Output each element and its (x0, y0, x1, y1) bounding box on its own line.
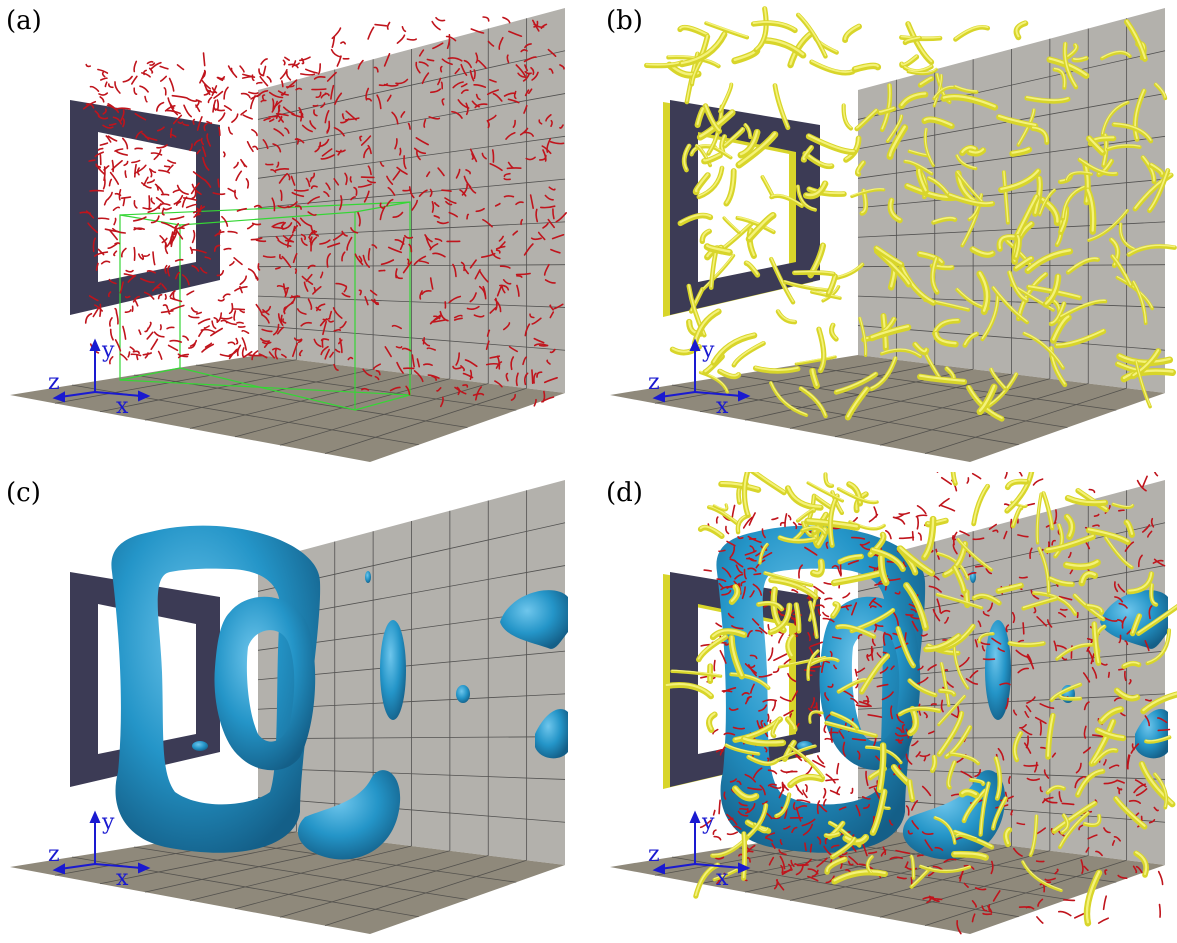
x-axis-line (94, 391, 143, 397)
outer-ring (111, 525, 321, 853)
lower-blob (297, 770, 401, 860)
panel-c: (c) y z x (0, 472, 588, 943)
axis-label-z: z (48, 842, 60, 867)
x-axis-line (694, 863, 743, 869)
axis-label-z: z (48, 370, 60, 395)
z-axis-arrow (652, 863, 665, 875)
square-frame (70, 100, 220, 315)
side-blob (985, 620, 1011, 720)
environment (10, 480, 566, 934)
square-frame (663, 572, 820, 789)
scene-b (610, 6, 1177, 462)
y-axis-arrow (689, 338, 701, 351)
vortex-tubes-yellow (644, 6, 1177, 422)
z-axis-line (659, 391, 696, 398)
panel-label: (a) (6, 6, 42, 36)
x-axis-line (694, 391, 743, 397)
axis-triad (652, 810, 751, 875)
panel-label: (b) (606, 6, 643, 36)
axis-label-y: y (102, 338, 115, 363)
axis-label-z: z (648, 370, 660, 395)
floor (10, 827, 565, 934)
y-axis-arrow (89, 810, 101, 823)
vortex-tubes-yellow (663, 472, 1177, 927)
axis-label-x: x (716, 866, 729, 891)
z-axis-arrow (52, 391, 65, 403)
frame-face (670, 572, 820, 787)
droplet (456, 685, 470, 703)
edge-cup-lower (535, 708, 568, 759)
x-axis-arrow (138, 390, 151, 402)
side-blob (380, 620, 406, 720)
scene-a (10, 8, 567, 462)
droplet (192, 741, 208, 751)
z-axis-arrow (652, 391, 665, 403)
vortex-rings-blue (111, 525, 568, 860)
panel-label: (d) (606, 478, 643, 508)
y-axis-arrow (89, 338, 101, 351)
droplet (365, 571, 371, 583)
axis-label-x: x (716, 394, 729, 419)
axis-triad (52, 338, 151, 403)
axis-label-z: z (648, 842, 660, 867)
z-axis-line (59, 391, 96, 398)
square-frame (663, 100, 820, 317)
panel-d: (d) y z x (600, 472, 1177, 943)
axis-label-y: y (702, 810, 715, 835)
square-frame (70, 572, 220, 787)
floor (610, 355, 1165, 462)
inner-ring (214, 596, 316, 771)
y-axis-arrow (689, 810, 701, 823)
frame-face (70, 572, 220, 787)
scene-c (10, 480, 568, 934)
axis-label-y: y (102, 810, 115, 835)
x-axis-line (94, 863, 143, 869)
lower-blob (902, 770, 1006, 860)
edge-cup-upper (1100, 590, 1168, 649)
x-axis-arrow (738, 862, 751, 874)
vortex-filaments-red (79, 16, 567, 408)
edge-cup-lower (1135, 708, 1168, 759)
axis-label-y: y (702, 338, 715, 363)
z-axis-line (659, 863, 696, 870)
axis-triad (52, 810, 151, 875)
x-axis-arrow (738, 390, 751, 402)
panel-a: (a) y z x (0, 0, 588, 471)
scene-d (610, 472, 1177, 935)
axis-label-x: x (116, 866, 129, 891)
panel-b: (b) y z x (600, 0, 1177, 471)
z-axis-line (59, 863, 96, 870)
axis-triad (652, 338, 751, 403)
x-axis-arrow (138, 862, 151, 874)
frame-face (670, 100, 820, 315)
panel-label: (c) (6, 478, 41, 508)
axis-label-x: x (116, 394, 129, 419)
z-axis-arrow (52, 863, 65, 875)
edge-cup-upper (500, 590, 568, 649)
frame-face (70, 100, 220, 315)
